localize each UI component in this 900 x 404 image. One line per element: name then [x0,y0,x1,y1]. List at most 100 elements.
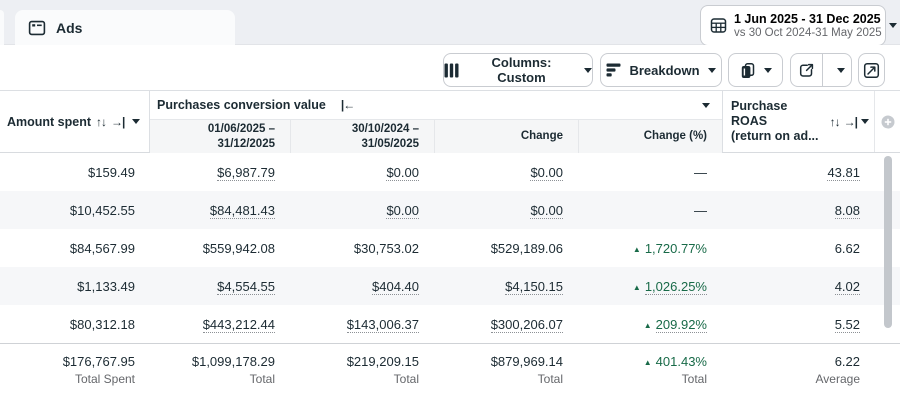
table-cell: $404.40 [372,278,419,295]
table-cell: — [694,202,707,218]
chevron-down-icon[interactable] [861,119,869,124]
table-row[interactable]: $1,133.49 $4,554.55 $404.40 $4,150.15 ▲ 1,026… [0,267,900,305]
table-cell: $443,212.44 [202,316,275,333]
chevron-down-icon[interactable] [132,119,140,124]
tab-ads-label: Ads [56,19,83,36]
breakdown-button-label: Breakdown [629,62,700,78]
footer-total-cell: ▲ 401.43% Total [578,344,722,404]
partial-tab[interactable] [0,10,4,45]
vertical-scrollbar-thumb[interactable] [884,156,892,328]
column-header-amount-spent[interactable]: Amount spent ↑↓ →| [0,91,150,152]
footer-total-cell: $879,969.14 Total [434,344,578,404]
table-cell: $559,942.08 [202,240,275,256]
pin-right-icon[interactable]: →| [843,114,858,129]
plus-circle-icon [881,115,895,129]
up-triangle-icon: ▲ [643,358,652,367]
footer-total-label: Total [681,372,707,386]
column-subheader[interactable]: 30/10/2024 –31/05/2025 [290,120,434,153]
trend-chart-icon [863,62,880,79]
export-split-button [790,53,852,87]
table-cell: ▲ 1,720.77% [632,240,707,256]
export-options-button[interactable] [831,54,851,86]
table-cell: $30,753.02 [353,240,419,256]
toolbar: Columns: Custom Breakdown [0,45,900,90]
table-cell: $80,312.18 [69,316,135,332]
table-cell: $4,150.15 [505,278,563,295]
chevron-down-icon [584,67,592,73]
breakdown-button[interactable]: Breakdown [600,53,722,87]
column-subheader[interactable]: 01/06/2025 –31/12/2025 [207,122,275,150]
footer-total-label: Total [249,372,275,386]
chevron-down-icon [707,67,716,73]
group-header-label: Purchases conversion value [157,98,326,112]
charts-button[interactable] [858,53,885,87]
table-cell: 4.02 [834,278,860,295]
table-cell: $300,206.07 [490,316,563,333]
date-compare-label: vs 30 Oct 2024-31 May 2025 [734,26,882,39]
up-triangle-icon: ▲ [632,244,641,254]
table-cell: $10,452.55 [69,202,135,218]
date-range-picker[interactable]: 1 Jun 2025 - 31 Dec 2025 vs 30 Oct 2024-… [700,5,897,46]
column-group-header-purchases-conversion-value[interactable]: Purchases conversion value |← [150,91,722,119]
table-cell: $0.00 [530,202,563,219]
footer-spacer [875,344,900,404]
footer-total-cell: $219,209.15 Total [290,344,434,404]
footer-total-label: Total Spent [74,372,135,386]
table-row[interactable]: $10,452.55 $84,481.43 $0.00 $0.00 — 8.08 [0,191,900,229]
table-cell: $0.00 [530,164,563,181]
collapse-left-icon[interactable]: |← [340,98,355,112]
table-cell: $84,567.99 [69,240,135,256]
table-cell: ▲ 209.92% [643,316,707,333]
footer-total-label: Average [815,372,860,386]
add-column-button[interactable] [875,91,900,152]
column-subheader[interactable]: Change [434,120,578,153]
subcolumn-header-row: 01/06/2025 –31/12/2025 30/10/2024 –31/05/… [150,119,722,153]
sort-icon[interactable]: ↑↓ [96,114,107,129]
columns-button-label: Columns: Custom [491,55,552,85]
up-triangle-icon: ▲ [632,282,641,292]
export-button[interactable] [791,54,823,86]
table-cell: — [694,164,707,180]
purchase-roas-label: Purchase ROAS (return on ad... [731,99,819,143]
calendar-grid-icon [710,17,727,34]
sort-icon[interactable]: ↑↓ [829,114,841,129]
table-cell: 43.81 [827,164,860,181]
ads-tab-icon [28,19,46,37]
pin-right-icon[interactable]: →| [111,114,125,129]
chevron-down-icon [764,67,772,73]
table-footer-totals: $176,767.95 Total Spent $1,099,178.29 Total… [0,343,900,404]
reports-button[interactable] [728,53,783,87]
table-cell: ▲ 1,026.25% [632,278,707,295]
table-cell: $0.00 [386,164,419,181]
reports-icon [739,62,756,79]
tab-strip: Ads 1 Jun 2025 - 31 Dec 2025 vs 30 Oct 2… [0,0,900,46]
table-header: Amount spent ↑↓ →| Purchases conversion … [0,90,900,153]
footer-total-label: Total [393,372,419,386]
table-row[interactable]: $84,567.99 $559,942.08 $30,753.02 $529,189.… [0,229,900,267]
date-range-text: 1 Jun 2025 - 31 Dec 2025 vs 30 Oct 2024-… [734,12,882,40]
chevron-down-icon [888,23,897,28]
amount-spent-label: Amount spent [7,114,92,129]
column-subheader[interactable]: Change (%) [578,120,722,153]
column-header-purchase-roas[interactable]: Purchase ROAS (return on ad... ↑↓ →| [722,91,875,152]
footer-total-label: Total [537,372,563,386]
table-cell: $84,481.43 [209,202,275,219]
tab-ads[interactable]: Ads [15,10,235,45]
table-cell: $0.00 [386,202,419,219]
chevron-down-icon [836,67,845,73]
footer-total-cell: 6.22 Average [722,344,875,404]
table-row[interactable]: $159.49 $6,987.79 $0.00 $0.00 — 43.81 [0,153,900,191]
table-cell: $159.49 [88,164,135,180]
table-cell: $6,987.79 [217,164,275,181]
table-cell: 5.52 [834,316,860,333]
table-cell: $4,554.55 [217,278,275,295]
table-cell: $529,189.06 [490,240,563,256]
table-cell: 8.08 [834,202,860,219]
table-body: $159.49 $6,987.79 $0.00 $0.00 — 43.81 $10,452.… [0,153,900,343]
chevron-down-icon[interactable] [702,103,710,108]
breakdown-icon [606,63,621,77]
table-row[interactable]: $80,312.18 $443,212.44 $143,006.37 $300,206… [0,305,900,343]
table-cell: 6.62 [834,240,860,256]
columns-button[interactable]: Columns: Custom [443,53,593,87]
